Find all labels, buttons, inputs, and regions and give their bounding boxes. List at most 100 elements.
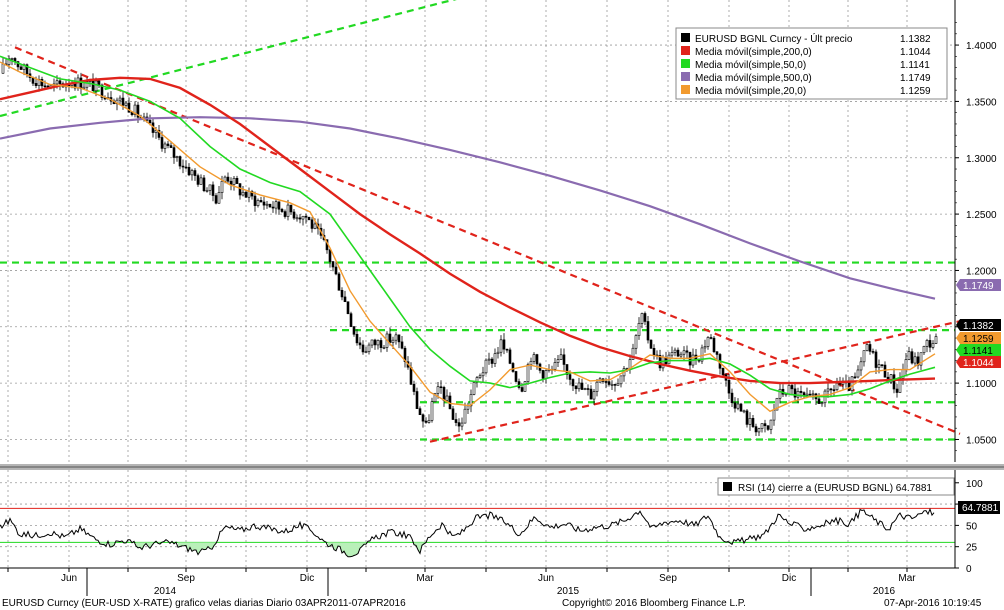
candle-body [412, 383, 416, 392]
candle-body [382, 347, 386, 349]
x-axis-month-label: Sep [177, 573, 195, 584]
candle-body [307, 216, 311, 221]
candle-body [283, 211, 287, 217]
candle-body [553, 362, 557, 370]
candle-body [580, 382, 584, 390]
candle-body [295, 217, 299, 220]
candle-body [595, 381, 599, 392]
candle-body [232, 177, 236, 185]
price-y-tick-label: 1.2000 [966, 266, 997, 277]
candle-body [133, 104, 137, 115]
candle-body [574, 385, 578, 390]
candle-body [544, 370, 548, 379]
candle-body [772, 409, 776, 421]
candle-body [514, 371, 518, 382]
candle-body [853, 376, 857, 379]
candle-body [757, 428, 761, 433]
candle-body [577, 382, 581, 390]
candle-body [244, 191, 248, 198]
candle-body [607, 381, 611, 385]
price-panel: 1.05001.10001.15001.20001.25001.30001.35… [0, 0, 1001, 462]
rsi-y-tick-label: 25 [966, 543, 978, 554]
candle-body [268, 203, 272, 208]
candle-body [301, 215, 305, 220]
candle-body [43, 85, 47, 88]
candle-body [496, 351, 500, 355]
candle-body [238, 183, 242, 196]
candle-body [148, 119, 152, 124]
candle-body [286, 204, 290, 217]
candle-body [169, 145, 173, 148]
candle-body [421, 414, 425, 422]
candle-body [673, 349, 677, 353]
rsi-oversold-fill [194, 542, 196, 551]
candle-body [556, 359, 560, 363]
candle-body [10, 58, 14, 60]
candle-body [355, 333, 359, 344]
rsi-y-tick-label: 50 [966, 521, 978, 532]
candle-body [700, 347, 704, 362]
price-y-tick-label: 1.1000 [966, 379, 997, 390]
candle-body [859, 361, 863, 371]
rsi-legend-swatch [723, 482, 732, 491]
legend-value: 1.1382 [900, 34, 931, 45]
price-y-tick-label: 1.4000 [966, 41, 997, 52]
candle-body [850, 376, 854, 391]
candle-body [205, 190, 209, 192]
candle-body [808, 393, 812, 396]
candle-body [361, 344, 365, 353]
candle-body [193, 170, 197, 176]
rsi-oversold-fill [350, 542, 352, 557]
rsi-oversold-fill [110, 542, 112, 548]
moving-averages [0, 55, 936, 413]
x-axis-month-label: Sep [659, 573, 677, 584]
candle-body [457, 422, 461, 427]
candle-body [865, 344, 869, 351]
last-value-tag [956, 344, 1001, 356]
candle-body [739, 403, 743, 412]
candle-body [100, 84, 104, 98]
candle-body [889, 374, 893, 383]
candle-body [733, 402, 737, 409]
candle-body [856, 369, 860, 378]
candle-body [637, 323, 641, 336]
candle-body [862, 350, 866, 363]
candle-body [481, 372, 485, 377]
candle-body [505, 348, 509, 351]
candle-body [181, 165, 185, 168]
legend-label: Media móvil(simple,200,0) [695, 47, 812, 58]
candle-body [763, 423, 767, 427]
candle-body [904, 359, 908, 370]
candle-body [727, 380, 731, 394]
rsi-oversold-fill [210, 542, 212, 550]
candle-body [487, 358, 491, 361]
rsi-panel: 0255075100 RSI (14) cierre a (EURUSD BGN… [0, 470, 1000, 575]
candle-body [190, 170, 194, 176]
price-y-axis: 1.05001.10001.15001.20001.25001.30001.35… [955, 22, 997, 452]
candle-body [178, 156, 182, 167]
candle-body [184, 166, 188, 169]
candle-body [838, 383, 842, 385]
candle-body [880, 364, 884, 366]
x-axis: Jun Sep Dic Mar Jun Sep Dic Mar 2014 2015 2016 [0, 567, 955, 597]
last-value-tag [956, 279, 1001, 291]
candle-body [154, 129, 158, 133]
candle-body [256, 200, 260, 206]
candle-body [502, 339, 506, 350]
rsi-oversold-fill [178, 542, 180, 548]
footer-center: Copyright© 2016 Bloomberg Finance L.P. [562, 598, 746, 609]
candle-body [910, 351, 914, 364]
candle-body [262, 201, 266, 206]
candle-body [415, 391, 419, 409]
legend-value: 1.1141 [900, 60, 930, 71]
candle-body [445, 395, 449, 401]
candle-body [661, 356, 665, 369]
candle-body [922, 346, 926, 354]
candle-body [745, 410, 749, 425]
rsi-line [0, 507, 935, 558]
candle-body [928, 340, 932, 348]
candle-body [328, 249, 332, 262]
rsi-oversold-fill [354, 542, 356, 556]
candle-body [634, 335, 638, 349]
